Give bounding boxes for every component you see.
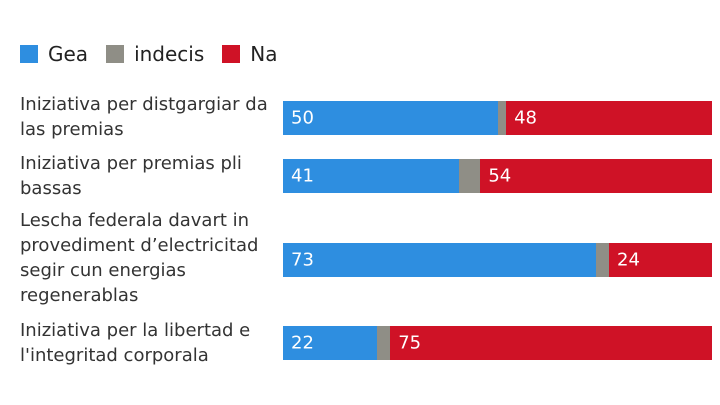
bar-segment-na: 48	[506, 101, 712, 135]
category-label-3: Lescha federala davart in provediment d’…	[20, 210, 259, 306]
bar-row-4: 22 75	[283, 326, 712, 360]
bar-row-1: 50 48	[283, 101, 712, 135]
legend-item-indecis: indecis	[106, 42, 204, 66]
category-label-2: Iniziativa per premias pli bassas	[20, 153, 242, 199]
data-label-gea: 73	[291, 249, 314, 271]
data-label-gea: 22	[291, 332, 314, 354]
data-label-na: 54	[488, 165, 512, 187]
category-label-1: Iniziativa per distgargiar da las premia…	[20, 94, 268, 140]
bar-segment-indecis	[377, 326, 391, 360]
legend-label-gea: Gea	[48, 42, 89, 66]
legend-swatch-indecis	[106, 45, 125, 63]
data-label-gea: 50	[291, 107, 314, 129]
data-label-na: 48	[514, 107, 537, 129]
bar-segment-gea: 73	[283, 243, 597, 277]
chart-legend: Gea indecis Na	[20, 42, 296, 66]
bar-segment-indecis	[497, 101, 507, 135]
bar-segment-indecis	[458, 159, 481, 193]
legend-swatch-na	[222, 45, 241, 63]
data-label-gea: 41	[291, 165, 314, 187]
legend-item-gea: Gea	[20, 42, 88, 66]
data-label-na: 75	[398, 332, 422, 354]
legend-label-na: Na	[250, 42, 278, 66]
legend-swatch-gea	[20, 45, 38, 63]
legend-item-na: Na	[222, 42, 278, 66]
bar-segment-indecis	[596, 243, 610, 277]
legend-label-indecis: indecis	[134, 42, 205, 66]
bar-segment-gea: 41	[283, 159, 459, 193]
bar-segment-gea: 50	[283, 101, 498, 135]
bar-segment-gea: 22	[283, 326, 378, 360]
bar-segment-na: 24	[609, 243, 712, 277]
bar-segment-na: 54	[480, 159, 712, 193]
data-label-na: 24	[617, 249, 640, 271]
bar-row-3: 73 24	[283, 243, 712, 277]
bar-row-2: 41 54	[283, 159, 712, 193]
category-label-4: Iniziativa per la libertad e l'integrita…	[20, 320, 251, 366]
bar-segment-na: 75	[390, 326, 712, 360]
